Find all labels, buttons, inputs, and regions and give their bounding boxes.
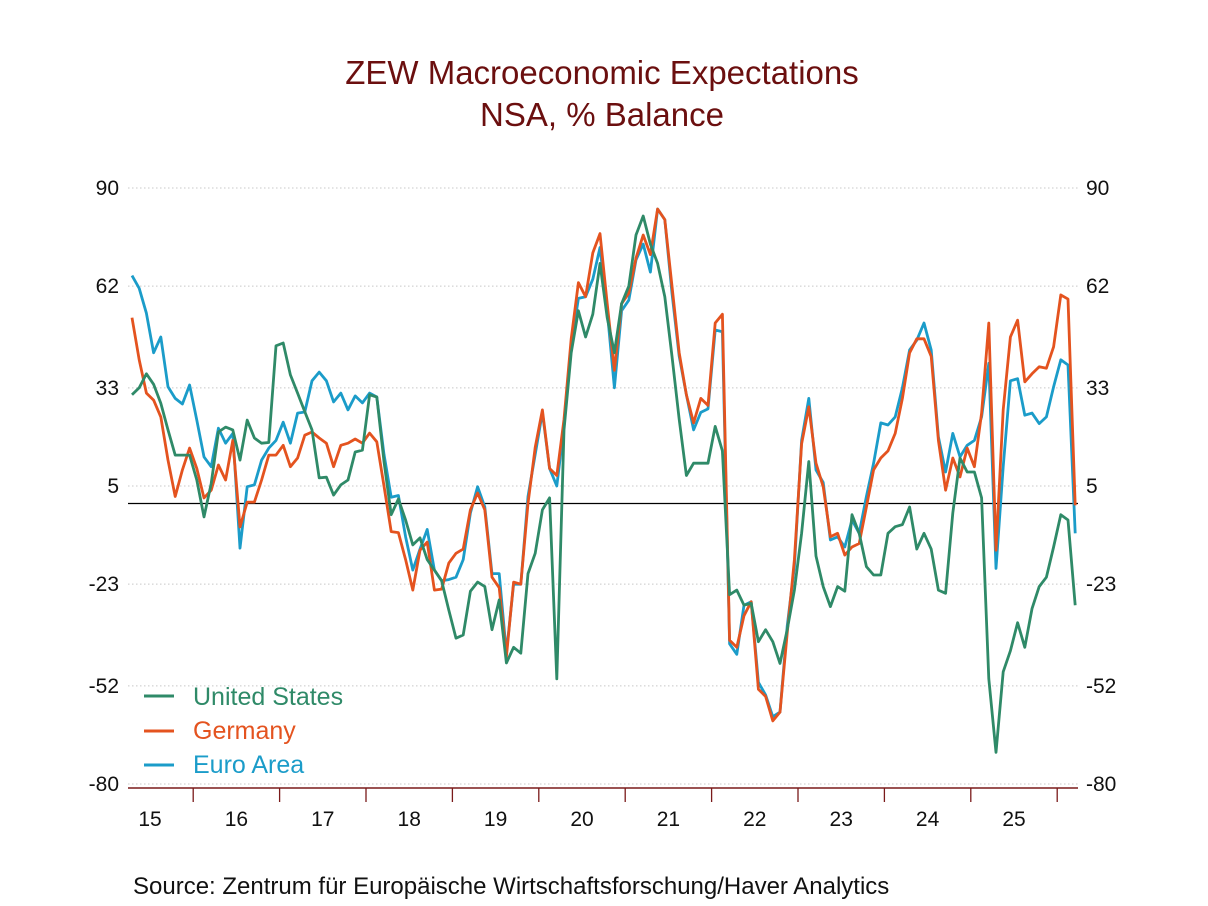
y-tick-label-right: 33 <box>1086 377 1109 400</box>
y-tick-label-left: -80 <box>89 773 119 796</box>
x-tick-label: 20 <box>570 808 593 831</box>
series-lines <box>130 207 1077 754</box>
x-tick-label: 22 <box>743 808 766 831</box>
y-tick-label-left: 90 <box>96 177 119 200</box>
x-axis: 15 16 17 18 19 20 21 22 23 24 25 <box>138 788 1058 831</box>
x-tick-label: 23 <box>830 808 853 831</box>
y-tick-label-left: 62 <box>96 275 119 298</box>
y-tick-label-left: -52 <box>89 675 119 698</box>
chart-title: ZEW Macroeconomic Expectations <box>345 54 859 91</box>
source-note: Source: Zentrum für Europäische Wirtscha… <box>133 873 889 900</box>
y-tick-label-left: 5 <box>107 475 119 498</box>
y-tick-label-right: 62 <box>1086 275 1109 298</box>
x-tick-label: 17 <box>311 808 334 831</box>
y-tick-label-left: -23 <box>89 573 119 596</box>
x-tick-label: 25 <box>1002 808 1025 831</box>
x-tick-label: 21 <box>657 808 680 831</box>
series-line-germany <box>130 207 1077 723</box>
chart-subtitle: NSA, % Balance <box>480 96 724 133</box>
y-tick-label-left: 33 <box>96 377 119 400</box>
legend-label-united-states: United States <box>193 683 343 711</box>
legend-label-germany: Germany <box>193 717 296 745</box>
y-tick-label-right: -23 <box>1086 573 1116 596</box>
series-line-united-states <box>131 214 1077 754</box>
x-tick-label: 18 <box>398 808 421 831</box>
y-tick-label-right: -80 <box>1086 773 1116 796</box>
y-tick-label-right: 90 <box>1086 177 1109 200</box>
x-tick-label: 15 <box>138 808 161 831</box>
x-tick-label: 16 <box>225 808 248 831</box>
x-tick-label: 19 <box>484 808 507 831</box>
legend: United States Germany Euro Area <box>144 683 343 779</box>
y-axis-left: 90 62 33 5 -23 -52 -80 <box>89 177 119 796</box>
y-tick-label-right: -52 <box>1086 675 1116 698</box>
x-tick-label: 24 <box>916 808 940 831</box>
legend-label-euro-area: Euro Area <box>193 751 304 779</box>
y-tick-label-right: 5 <box>1086 475 1098 498</box>
y-axis-right: 90 62 33 5 -23 -52 -80 <box>1086 177 1116 796</box>
